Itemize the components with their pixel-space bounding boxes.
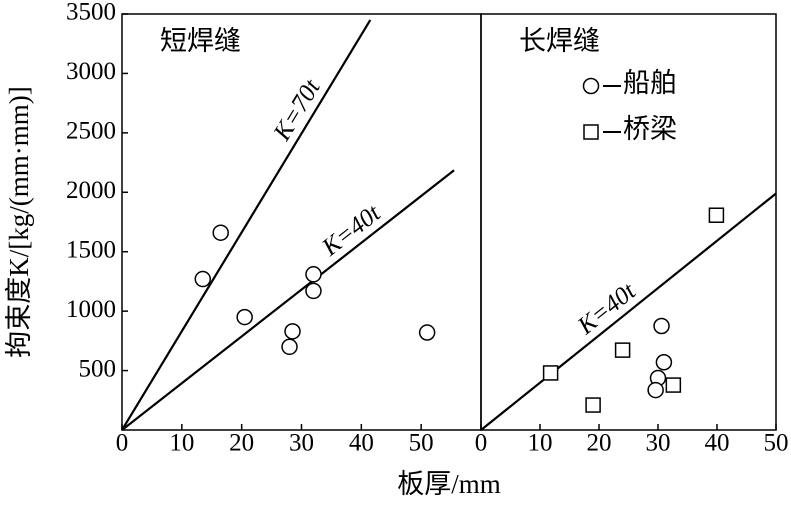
line — [121, 19, 372, 431]
x-tick-label: 10 — [528, 430, 553, 457]
y-tick-label: 3000 — [66, 58, 116, 85]
x-tick-label: 10 — [169, 430, 194, 457]
data-point — [284, 323, 301, 340]
panel-title: 短焊缝 — [160, 26, 241, 56]
x-tick-label: 50 — [409, 430, 434, 457]
x-tick-label: 50 — [764, 430, 789, 457]
y-tick-label: 500 — [79, 355, 117, 382]
data-point — [212, 224, 229, 241]
y-tick-label: 1000 — [66, 296, 116, 323]
x-axis-label: 板厚/mm — [397, 469, 501, 499]
x-tick-label: 20 — [229, 430, 254, 457]
y-axis-label: 拘束度K/[kg/(mm·mm)] — [4, 86, 34, 357]
data-point — [585, 397, 601, 413]
data-point — [194, 270, 212, 288]
x-tick-label: 20 — [587, 430, 612, 457]
data-point — [665, 377, 682, 393]
line — [480, 192, 777, 431]
line — [121, 169, 455, 431]
legend-label: 桥梁 — [623, 114, 677, 144]
x-tick-label: 40 — [349, 430, 374, 457]
legend-label: 船舶 — [623, 68, 677, 98]
data-point — [281, 338, 298, 356]
x-tick-label: 40 — [705, 430, 730, 457]
data-point — [542, 365, 559, 381]
data-point — [655, 354, 673, 371]
y-tick-label: 1500 — [66, 236, 116, 263]
panel-title: 长焊缝 — [519, 26, 600, 56]
x-tick-label: 30 — [289, 430, 314, 457]
data-point — [614, 342, 631, 358]
data-point — [647, 381, 664, 399]
x-tick-label: 0 — [475, 430, 488, 457]
data-point — [305, 266, 322, 283]
plot-frame — [480, 13, 777, 431]
legend-marker — [582, 77, 600, 95]
data-point — [236, 308, 253, 326]
x-tick-label: 0 — [116, 430, 129, 457]
y-tick-label: 2000 — [66, 177, 116, 204]
data-point — [418, 324, 436, 341]
y-tick-label: 3500 — [66, 0, 116, 26]
data-point — [305, 282, 322, 300]
data-point — [708, 207, 725, 223]
y-tick-label: 2500 — [66, 118, 116, 145]
line-label: K=70t — [268, 74, 326, 146]
data-point — [653, 317, 670, 335]
x-tick-label: 30 — [646, 430, 671, 457]
legend-marker — [583, 124, 599, 140]
